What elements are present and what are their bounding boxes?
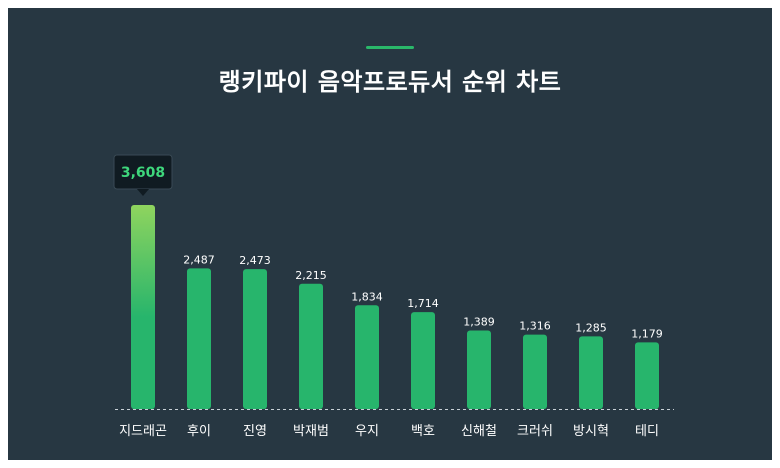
category-label: 진영 (243, 424, 267, 439)
bar-크러쉬 (523, 334, 547, 409)
bar-백호 (411, 312, 435, 409)
category-label: 신해철 (461, 424, 497, 439)
value-label: 1,316 (519, 320, 551, 333)
value-label: 2,473 (239, 254, 271, 267)
chart-panel: 랭키파이 음악프로듀서 순위 차트 3,608 지드래곤 2,487 후이 2,473 진… (8, 8, 772, 460)
bar-지드래곤 (131, 205, 155, 409)
bar-박재범 (299, 283, 323, 409)
value-label: 3,608 (121, 165, 165, 181)
bar-방시혁 (579, 336, 603, 409)
value-label: 1,285 (575, 321, 607, 334)
category-label: 우지 (355, 424, 379, 439)
value-label: 1,389 (463, 315, 495, 328)
category-label: 크러쉬 (517, 424, 553, 439)
value-label: 1,834 (351, 290, 383, 303)
category-label: 백호 (411, 424, 435, 439)
bar-chart: 3,608 지드래곤 2,487 후이 2,473 진영 2,215 박재범 1,834 우지 1,… (113, 154, 674, 439)
bar-진영 (243, 269, 267, 409)
category-label: 테디 (635, 424, 659, 439)
value-label: 1,714 (407, 297, 439, 310)
value-label: 2,487 (183, 253, 215, 266)
bar-신해철 (467, 330, 491, 409)
tooltip-pointer (137, 189, 149, 196)
chart-title: 랭키파이 음악프로듀서 순위 차트 (218, 68, 562, 96)
value-label: 1,179 (631, 327, 663, 340)
category-label: 지드래곤 (119, 424, 167, 439)
bar-테디 (635, 342, 659, 409)
value-label: 2,215 (295, 269, 327, 282)
bar-우지 (355, 305, 379, 409)
category-label: 후이 (187, 424, 211, 439)
category-label: 방시혁 (573, 424, 609, 439)
title-accent-line (366, 46, 414, 49)
bar-후이 (187, 268, 211, 409)
category-label: 박재범 (293, 424, 329, 439)
